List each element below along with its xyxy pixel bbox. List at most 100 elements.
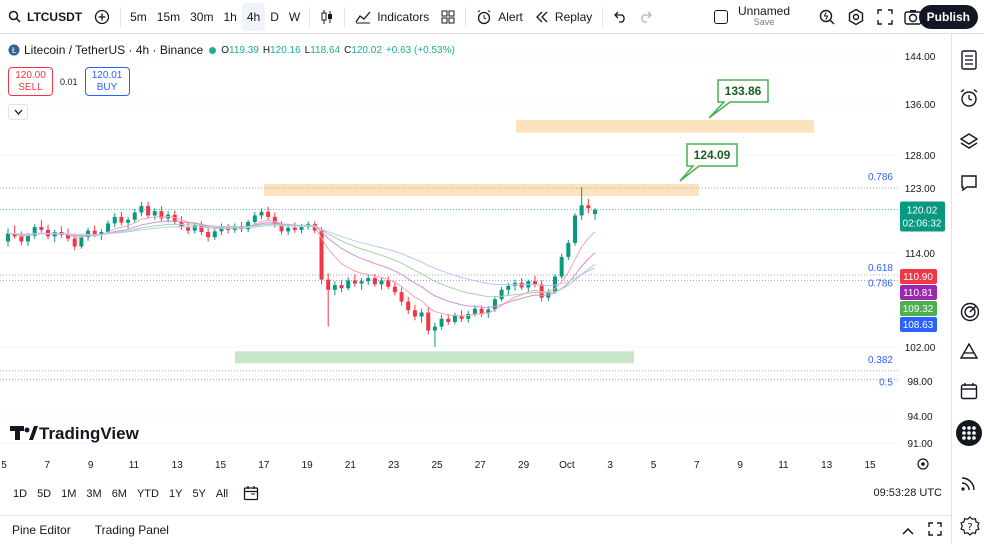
layout-name-button[interactable]: Unnamed Save: [738, 5, 790, 28]
svg-text:Ł: Ł: [11, 46, 17, 55]
time-tick-label: 9: [88, 460, 94, 471]
candle: [492, 296, 497, 312]
candle-body: [79, 237, 84, 247]
tab-pine-editor[interactable]: Pine Editor: [12, 523, 71, 537]
timeframe-4h[interactable]: 4h: [241, 2, 266, 31]
price-chart[interactable]: 0.786 0.618 0.786 0.382 0.5 133.86 124.09 144.0…: [0, 37, 946, 474]
price-tick-label: 91.00: [907, 439, 932, 450]
candle-body: [206, 232, 211, 238]
symbol-title: Litecoin / TetherUS · 4h · Binance: [24, 43, 204, 57]
watchlist-button[interactable]: [960, 50, 978, 70]
candle-body: [106, 223, 111, 233]
top-toolbar: LTCUSDT 5m 15m 30m 1h 4h D W Indicators Alert …: [0, 0, 984, 34]
candle-body: [452, 315, 457, 322]
object-tree-button[interactable]: [959, 132, 979, 150]
sell-button[interactable]: 120.00 SELL: [8, 67, 53, 96]
utc-clock[interactable]: 09:53:28 UTC: [873, 487, 942, 499]
tab-trading-panel[interactable]: Trading Panel: [94, 523, 169, 537]
layout-save-status: Save: [753, 17, 775, 27]
quick-search-button[interactable]: [818, 8, 836, 31]
range-6m[interactable]: 6M: [111, 488, 127, 500]
range-ytd[interactable]: YTD: [136, 488, 159, 500]
candle-body: [406, 301, 411, 311]
candle-body: [472, 308, 477, 315]
litecoin-logo-icon: Ł: [8, 44, 20, 56]
help-button[interactable]: ?: [960, 516, 980, 536]
candle-body: [272, 216, 277, 225]
range-1y[interactable]: 1Y: [168, 488, 183, 500]
legend-collapse-button[interactable]: [8, 104, 28, 120]
symbol-search[interactable]: LTCUSDT: [0, 0, 88, 34]
templates-button[interactable]: [435, 0, 461, 34]
broadcast-button[interactable]: [960, 474, 978, 492]
candle: [519, 278, 524, 290]
candle: [112, 213, 117, 227]
undo-button[interactable]: [607, 0, 633, 34]
publish-button[interactable]: Publish: [918, 5, 978, 29]
maximize-icon: [928, 522, 942, 536]
candle: [346, 277, 351, 291]
candle-body: [399, 292, 404, 302]
timeframe-1h[interactable]: 1h: [223, 9, 237, 24]
collapse-panel-button[interactable]: [902, 524, 914, 538]
indicators-icon: [355, 11, 371, 23]
layout-checkbox[interactable]: [714, 10, 728, 24]
time-tick-label: 17: [258, 460, 270, 471]
compare-button[interactable]: [88, 0, 116, 34]
candle-body: [446, 318, 451, 322]
candle-body: [579, 205, 584, 216]
candle-body: [186, 227, 191, 231]
fib-label: 0.786: [868, 278, 893, 289]
replay-button[interactable]: Replay: [529, 0, 598, 34]
maximize-panel-button[interactable]: [928, 522, 942, 539]
time-tick-label: 15: [215, 460, 227, 471]
signals-button[interactable]: [959, 342, 979, 360]
chart-type-button[interactable]: [314, 0, 340, 34]
candle: [272, 212, 277, 228]
candle-body: [466, 314, 471, 319]
calendar-button[interactable]: [960, 382, 978, 400]
support-zone: [235, 351, 634, 364]
range-5d[interactable]: 5D: [37, 488, 52, 500]
apps-button[interactable]: [956, 420, 982, 446]
time-tick-label: 13: [172, 460, 184, 471]
goto-date-button[interactable]: [243, 485, 259, 504]
range-1d[interactable]: 1D: [13, 488, 28, 500]
fullscreen-button[interactable]: [876, 8, 894, 31]
current-price-value: 120.02: [907, 206, 938, 217]
candle-body: [92, 230, 97, 235]
candle: [392, 281, 397, 296]
candle: [206, 226, 211, 242]
candle: [6, 228, 10, 247]
candle: [386, 276, 391, 290]
indicators-label: Indicators: [377, 9, 430, 24]
chats-button[interactable]: [960, 174, 978, 192]
timeframe-d[interactable]: D: [270, 9, 279, 24]
range-5y[interactable]: 5Y: [192, 488, 206, 500]
candle-body: [486, 309, 491, 314]
candle-body: [326, 279, 331, 290]
candle: [119, 211, 124, 226]
timeframe-w[interactable]: W: [288, 9, 301, 24]
ideas-button[interactable]: [960, 302, 980, 322]
range-all[interactable]: All: [215, 488, 229, 500]
time-tick-label: Oct: [559, 460, 575, 471]
timeframe-30m[interactable]: 30m: [190, 9, 214, 24]
timeframe-5m[interactable]: 5m: [130, 9, 147, 24]
resistance-zone: [516, 119, 814, 133]
candle-body: [479, 308, 484, 314]
candle-body: [246, 221, 251, 230]
indicators-button[interactable]: Indicators: [349, 0, 435, 34]
candle: [539, 280, 544, 302]
settings-button[interactable]: [847, 8, 865, 31]
candle: [19, 231, 24, 246]
symbol-legend: Ł Litecoin / TetherUS · 4h · Binance O11…: [8, 43, 459, 57]
target-callout: 124.09: [679, 143, 738, 182]
alert-button[interactable]: Alert: [470, 0, 529, 34]
buy-button[interactable]: 120.01 BUY: [84, 67, 130, 96]
alerts-button[interactable]: [960, 88, 978, 107]
redo-button[interactable]: [633, 0, 659, 34]
timeframe-15m[interactable]: 15m: [156, 9, 181, 24]
range-3m[interactable]: 3M: [86, 488, 102, 500]
range-1m[interactable]: 1M: [61, 488, 77, 500]
